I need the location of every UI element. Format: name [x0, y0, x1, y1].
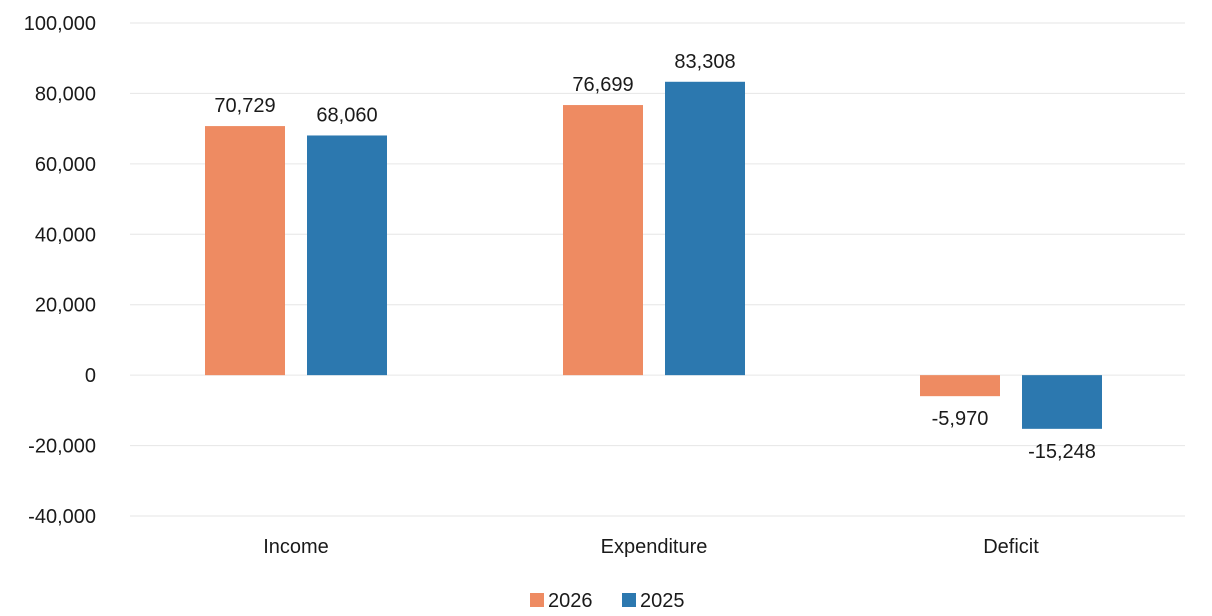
- y-tick-label: 100,000: [24, 13, 96, 35]
- data-labels: 70,729 76,699 -5,970 68,060 83,308 -15,248: [214, 51, 1096, 463]
- y-tick-label: 80,000: [35, 83, 96, 105]
- gridlines: [130, 22, 1185, 517]
- bar-2025-deficit: [1022, 375, 1102, 429]
- data-label: -5,970: [932, 408, 989, 430]
- y-tick-label: 60,000: [35, 154, 96, 176]
- y-tick-label: -40,000: [28, 506, 96, 528]
- y-axis: 100,000 80,000 60,000 40,000 20,000 0 -20,000 -…: [24, 13, 96, 528]
- legend-label-2026: 2026: [548, 590, 593, 611]
- y-tick-label: 20,000: [35, 295, 96, 317]
- x-category-label: Expenditure: [601, 536, 708, 558]
- x-axis: Income Expenditure Deficit: [263, 536, 1039, 558]
- data-label: 76,699: [572, 74, 633, 96]
- bar-2025-income: [307, 135, 387, 376]
- x-category-label: Deficit: [983, 536, 1039, 558]
- legend-swatch-2025: [622, 593, 636, 607]
- y-tick-label: -20,000: [28, 436, 96, 458]
- legend: 2026 2025: [530, 590, 685, 612]
- bar-2026-expenditure: [563, 105, 643, 376]
- data-label: 68,060: [316, 104, 377, 126]
- bar-2025-expenditure: [665, 81, 745, 376]
- bars: [205, 81, 1102, 429]
- bar-2026-deficit: [920, 375, 1000, 397]
- y-tick-label: 40,000: [35, 224, 96, 246]
- data-label: 83,308: [674, 51, 735, 73]
- legend-label-2025: 2025: [640, 590, 685, 611]
- x-category-label: Income: [263, 536, 329, 558]
- y-tick-label: 0: [85, 365, 96, 387]
- bar-2026-income: [205, 126, 285, 376]
- legend-swatch-2026: [530, 593, 544, 607]
- data-label: -15,248: [1028, 441, 1096, 463]
- data-label: 70,729: [214, 95, 275, 117]
